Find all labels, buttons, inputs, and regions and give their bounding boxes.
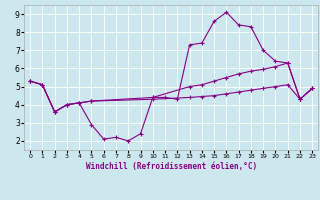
X-axis label: Windchill (Refroidissement éolien,°C): Windchill (Refroidissement éolien,°C) <box>86 162 257 171</box>
